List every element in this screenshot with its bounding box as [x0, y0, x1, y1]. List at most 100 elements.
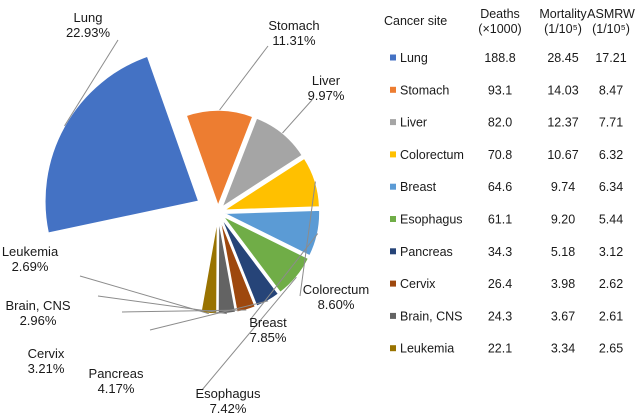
leader-line-pancreas: [149, 300, 269, 331]
pie-label-value-esophagus: 7.42%: [210, 401, 247, 416]
table-cell-asmrw: 8.47: [599, 83, 623, 97]
table-cell-deaths: 93.1: [488, 83, 512, 97]
table-header-asmrw-line2: (1/10⁵): [592, 22, 630, 36]
table-row: Breast 64.6 9.74 6.34: [390, 180, 623, 194]
leader-line-liver: [282, 99, 313, 134]
pie-label-name-liver: Liver: [312, 73, 341, 88]
table-row: Esophagus 61.1 9.20 5.44: [390, 213, 623, 227]
leader-line-esophagus: [201, 276, 297, 391]
table-row: Liver 82.0 12.37 7.71: [390, 116, 623, 130]
pie-slice-leukemia: [199, 217, 219, 315]
table-cell-site: Brain, CNS: [400, 309, 463, 323]
table-cell-deaths: 34.3: [488, 245, 512, 259]
table-row: Pancreas 34.3 5.18 3.12: [390, 245, 623, 259]
pie-label-name-esophagus: Esophagus: [195, 386, 261, 401]
table-cell-deaths: 70.8: [488, 148, 512, 162]
table-row: Lung 188.8 28.45 17.21: [390, 51, 627, 65]
table-row: Stomach 93.1 14.03 8.47: [390, 83, 623, 97]
table-header-asmrw-line1: ASMRW: [587, 7, 635, 21]
legend-swatch-breast: [390, 183, 396, 190]
pie-label-name-stomach: Stomach: [268, 18, 319, 33]
legend-swatch-brain-cns: [390, 312, 396, 319]
table-row: Colorectum 70.8 10.67 6.32: [390, 148, 623, 162]
legend-swatch-pancreas: [390, 248, 396, 255]
table-cell-deaths: 64.6: [488, 180, 512, 194]
legend-swatch-lung: [390, 54, 396, 61]
leader-line-lung: [64, 39, 119, 127]
table-cell-mortality: 28.45: [547, 51, 578, 65]
table-cell-site: Stomach: [400, 83, 449, 97]
table-cell-mortality: 10.67: [547, 148, 578, 162]
pie-label-value-lung: 22.93%: [66, 25, 111, 40]
table-cell-mortality: 12.37: [547, 116, 578, 130]
table-cell-deaths: 26.4: [488, 277, 512, 291]
data-table: Cancer site Deaths(×1000)Mortality(1/10⁵)…: [384, 7, 635, 356]
table-cell-site: Esophagus: [400, 213, 463, 227]
pie-slice-stomach: [185, 109, 254, 209]
table-header-deaths-line1: Deaths: [480, 7, 520, 21]
legend-swatch-colorectum: [390, 151, 396, 158]
pie-label-value-liver: 9.97%: [308, 88, 345, 103]
pie-slice-brain-cns: [217, 217, 237, 315]
pie-label-value-stomach: 11.31%: [272, 33, 316, 48]
table-header-site: Cancer site: [384, 14, 447, 28]
table-cell-mortality: 5.18: [551, 245, 575, 259]
table-cell-deaths: 82.0: [488, 116, 512, 130]
pie-label-name-pancreas: Pancreas: [89, 366, 144, 381]
table-cell-asmrw: 17.21: [595, 51, 626, 65]
table-row: Leukemia 22.1 3.34 2.65: [390, 342, 623, 356]
table-cell-mortality: 3.67: [551, 309, 575, 323]
pie-slice-colorectum: [221, 157, 321, 212]
table-cell-asmrw: 2.65: [599, 342, 623, 356]
pie-label-value-breast: 7.85%: [250, 330, 287, 345]
table-header-mortality-line2: (1/10⁵): [544, 22, 582, 36]
table-header-mortality-line1: Mortality: [539, 7, 587, 21]
table-cell-mortality: 9.20: [551, 213, 575, 227]
legend-swatch-leukemia: [390, 345, 396, 352]
table-cell-site: Leukemia: [400, 342, 454, 356]
table-cell-asmrw: 5.44: [599, 213, 623, 227]
table-row: Brain, CNS 24.3 3.67 2.61: [390, 309, 623, 323]
leader-line-colorectum: [299, 181, 316, 297]
table-cell-site: Lung: [400, 51, 428, 65]
pie-slice-lung: [44, 55, 200, 235]
table-cell-mortality: 14.03: [547, 83, 578, 97]
table-cell-asmrw: 3.12: [599, 245, 623, 259]
pie-label-name-cervix: Cervix: [28, 346, 65, 361]
table-cell-asmrw: 6.32: [599, 148, 623, 162]
table-cell-deaths: 24.3: [488, 309, 512, 323]
table-cell-mortality: 3.98: [551, 277, 575, 291]
pie-label-value-colorectum: 8.60%: [318, 297, 355, 312]
pie-label-value-brain-cns: 2.96%: [20, 313, 57, 328]
table-header-deaths-line2: (×1000): [478, 22, 521, 36]
table-cell-site: Breast: [400, 180, 437, 194]
table-cell-site: Cervix: [400, 277, 436, 291]
table-cell-site: Pancreas: [400, 245, 453, 259]
legend-swatch-esophagus: [390, 216, 396, 222]
table-cell-asmrw: 7.71: [599, 116, 623, 130]
leader-line-breast: [249, 233, 319, 321]
pie-leader-lines: [64, 39, 319, 391]
table-cell-asmrw: 2.62: [599, 277, 623, 291]
leader-line-stomach: [219, 45, 269, 111]
pie-label-name-breast: Breast: [249, 315, 287, 330]
table-cell-mortality: 9.74: [551, 180, 575, 194]
legend-swatch-cervix: [390, 280, 396, 287]
leader-line-leukemia: [79, 275, 209, 315]
leader-line-brain-cns: [97, 295, 227, 315]
legend-swatch-stomach: [390, 86, 396, 93]
pie-label-name-brain-cns: Brain, CNS: [5, 298, 70, 313]
pie-label-value-cervix: 3.21%: [28, 361, 65, 376]
pie-chart: [44, 55, 321, 315]
table-row: Cervix 26.4 3.98 2.62: [390, 277, 623, 291]
table-cell-mortality: 3.34: [551, 342, 575, 356]
legend-swatch-liver: [390, 119, 396, 126]
table-cell-deaths: 188.8: [484, 51, 515, 65]
table-cell-deaths: 22.1: [488, 342, 512, 356]
table-cell-site: Colorectum: [400, 148, 464, 162]
pie-label-name-leukemia: Leukemia: [2, 244, 59, 259]
pie-label-value-pancreas: 4.17%: [98, 381, 135, 396]
table-cell-asmrw: 2.61: [599, 309, 623, 323]
